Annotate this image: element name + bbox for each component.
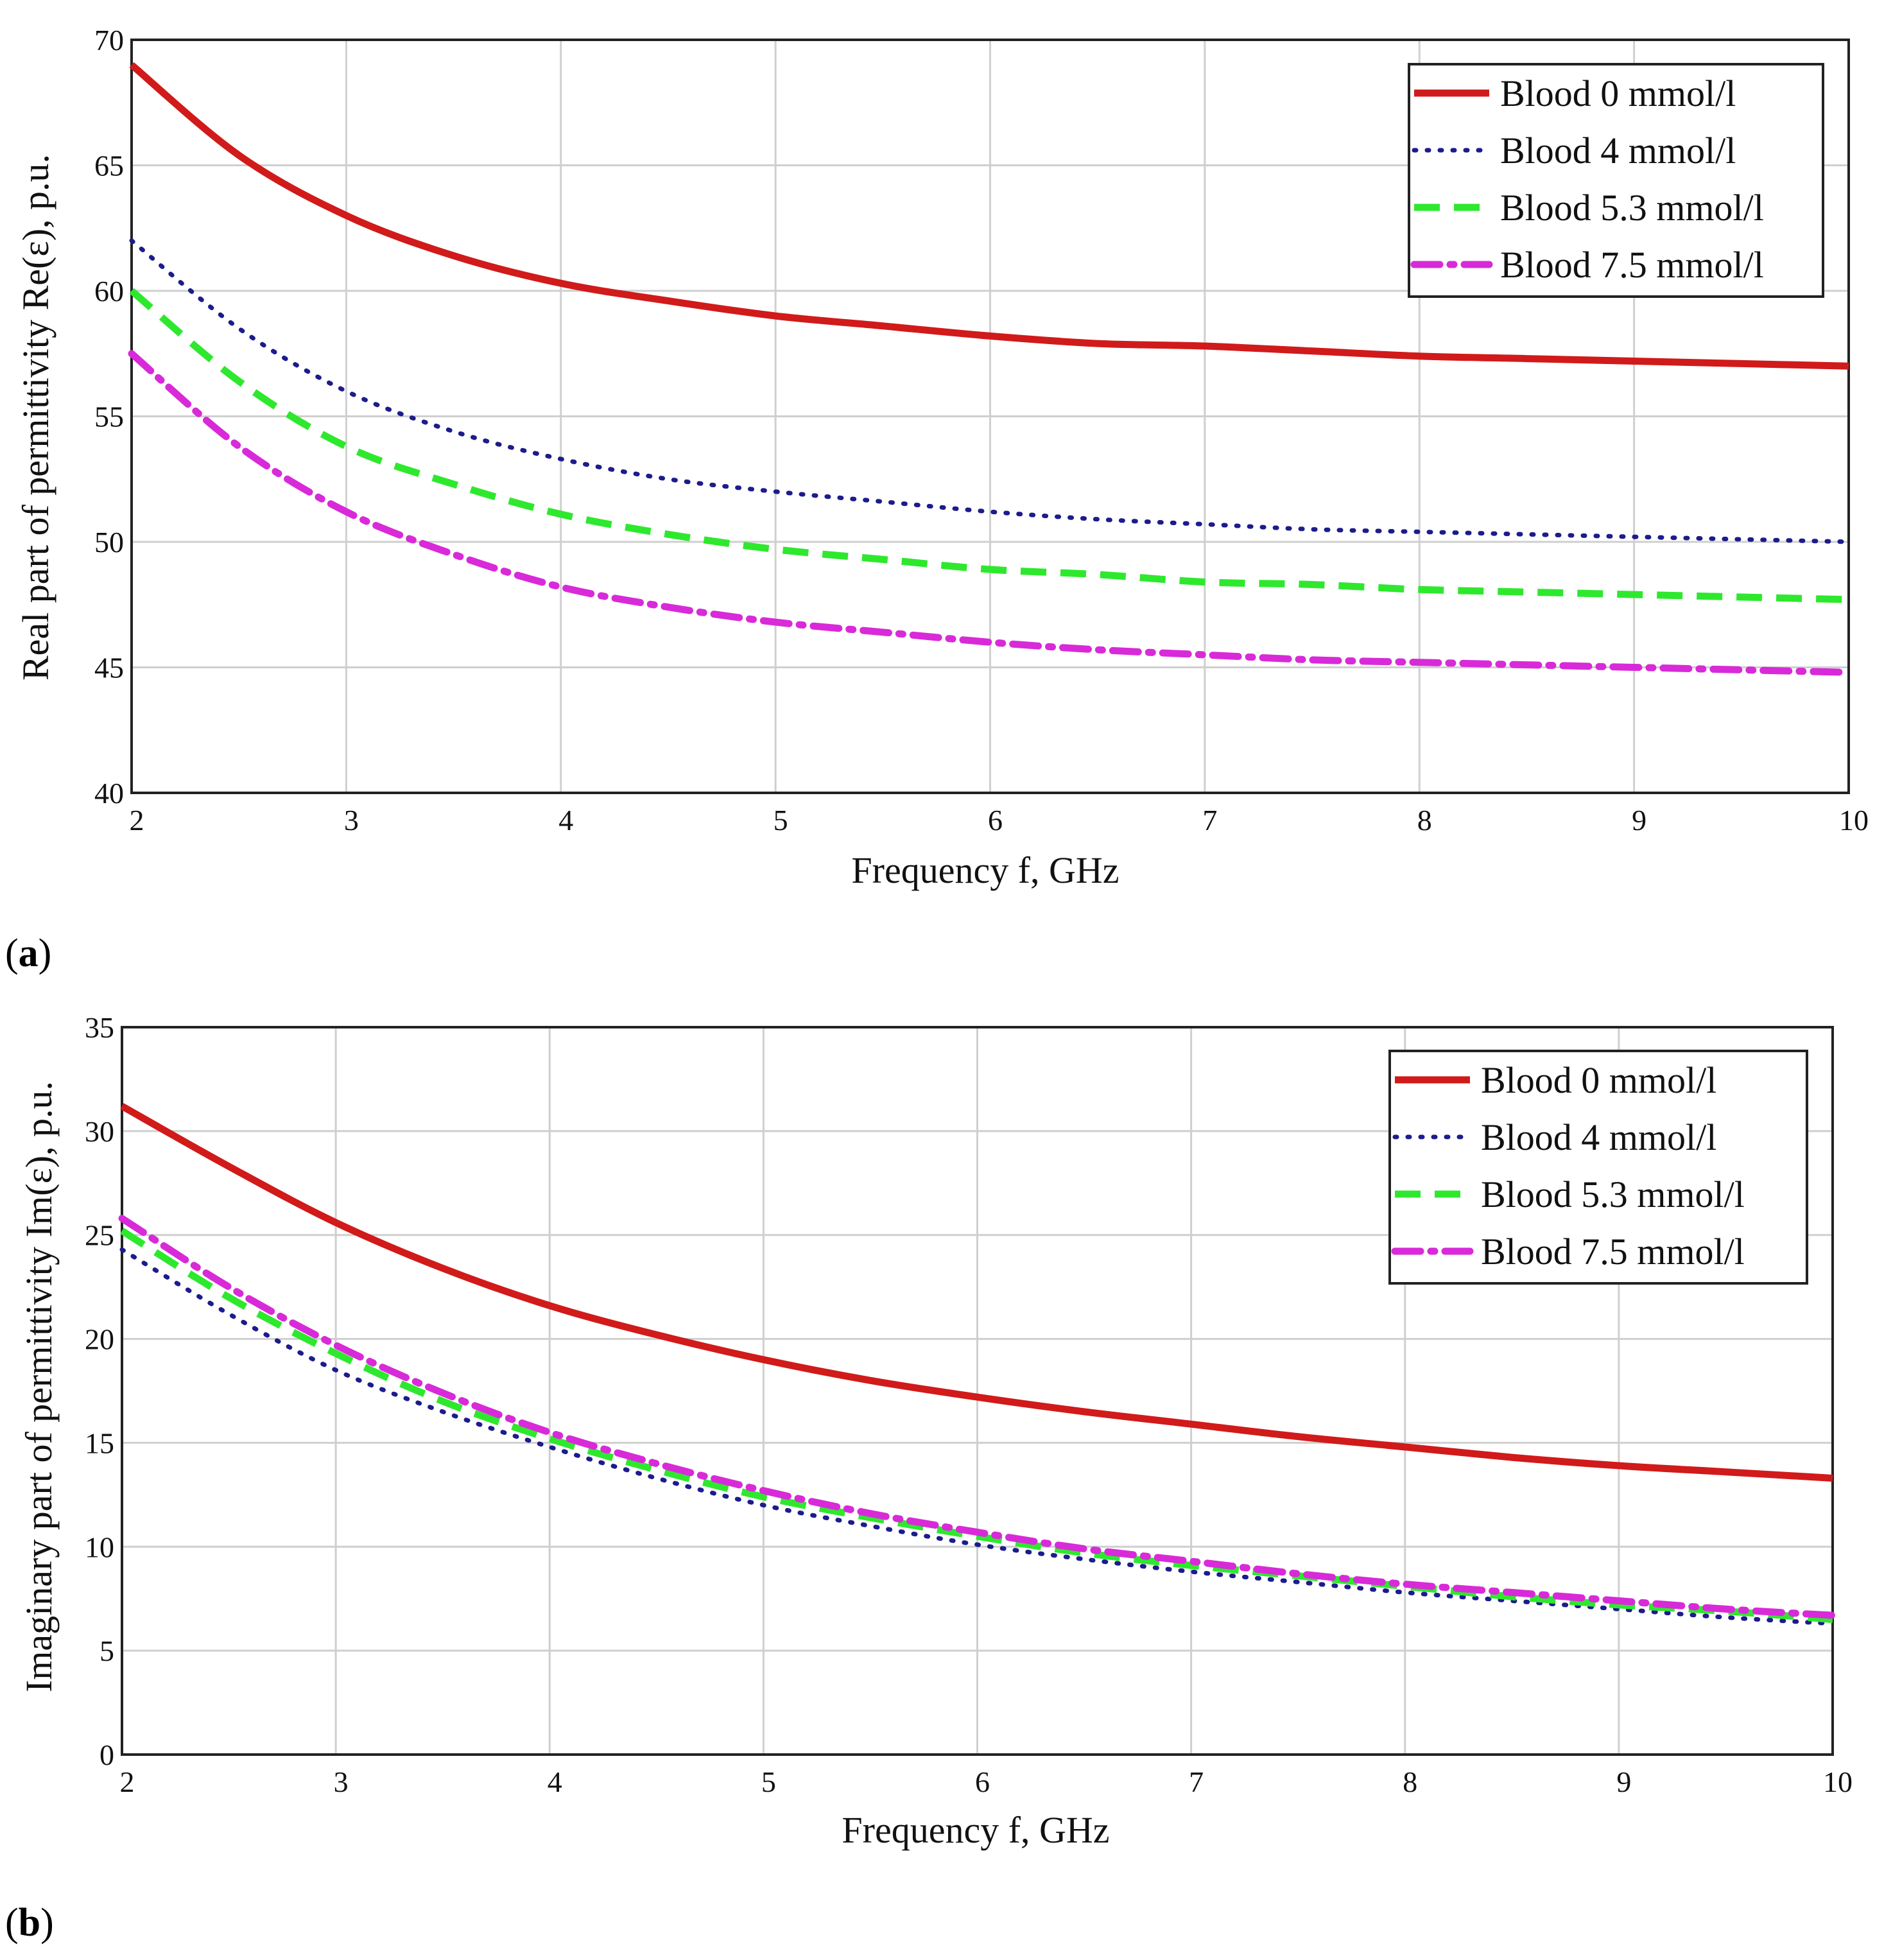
- chart-a-y-tick-label: 50: [94, 526, 124, 559]
- chart-a-x-tick-label: 8: [1417, 804, 1432, 837]
- chart-b-x-ticks: 2 3 4 5 6 7 8 9 10: [120, 1765, 1853, 1798]
- chart-a-legend-label-1: Blood 0 mmol/l: [1500, 73, 1736, 114]
- chart-a-y-tick-label: 45: [94, 652, 124, 684]
- chart-b-x-axis-label: Frequency f, GHz: [842, 1809, 1109, 1851]
- chart-b-plot-frame: [121, 1026, 1834, 1756]
- chart-b-x-tick-label: 6: [975, 1765, 990, 1798]
- chart-b-y-tick-label: 15: [85, 1427, 114, 1459]
- chart-a-legend-label-4: Blood 7.5 mmol/l: [1500, 244, 1764, 286]
- chart-b-legend-label-2: Blood 4 mmol/l: [1481, 1116, 1716, 1158]
- chart-b-x-tick-label: 2: [120, 1765, 135, 1798]
- chart-b-x-tick-label: 9: [1616, 1765, 1631, 1798]
- chart-a-series-line-4: [128, 350, 1853, 676]
- chart-b-legend-label-3: Blood 5.3 mmol/l: [1481, 1174, 1745, 1215]
- chart-a-y-axis-label: Real part of permittivity Re(ε), p.u.: [15, 154, 56, 681]
- chart-a-plot-frame: [130, 39, 1850, 794]
- chart-b-y-tick-label: 10: [85, 1531, 114, 1563]
- chart-a-series-line-2: [129, 238, 1851, 544]
- chart-b-x-tick-label: 7: [1189, 1765, 1204, 1798]
- chart-b-y-tick-label: 35: [85, 1011, 114, 1044]
- chart-b-series-line-2: [119, 1247, 1835, 1626]
- chart-b-y-tick-label: 20: [85, 1323, 114, 1356]
- chart-b-series-line-4: [118, 1215, 1836, 1619]
- chart-a-x-tick-label: 2: [130, 804, 144, 837]
- chart-a-legend: Blood 0 mmol/l Blood 4 mmol/l Blood 5.3 mm…: [1408, 63, 1824, 298]
- chart-b-x-tick-label: 3: [334, 1765, 349, 1798]
- chart-a-legend-label-3: Blood 5.3 mmol/l: [1500, 187, 1764, 229]
- chart-b-y-ticks: 0 5 10 15 20 25 30 35: [85, 1011, 114, 1771]
- chart-b-legend-label-1: Blood 0 mmol/l: [1481, 1059, 1716, 1101]
- chart-a-x-ticks: 2 3 4 5 6 7 8 9 10: [130, 804, 1869, 837]
- chart-a-series-line-1: [129, 62, 1849, 370]
- chart-a-legend-box: [1408, 63, 1824, 298]
- chart-b-x-tick-label: 5: [761, 1765, 776, 1798]
- chart-b: 2 3 4 5 6 7 8 9 10 0 5 10 15 20 25 30 35 Frequency f, G…: [5, 1011, 1853, 1945]
- chart-b-series: [118, 1103, 1836, 1626]
- chart-b-y-tick-label: 25: [85, 1219, 114, 1252]
- chart-a-series-line-3: [129, 288, 1849, 603]
- chart-b-x-tick-label: 10: [1823, 1765, 1853, 1798]
- chart-b-legend-box: [1388, 1050, 1808, 1285]
- chart-b-legend-label-4: Blood 7.5 mmol/l: [1481, 1231, 1745, 1272]
- chart-a-x-tick-label: 4: [558, 804, 573, 837]
- chart-a-x-tick-label: 7: [1202, 804, 1217, 837]
- chart-b-x-tick-label: 4: [548, 1765, 562, 1798]
- chart-a-y-tick-label: 40: [94, 777, 124, 810]
- chart-a-x-axis-label: Frequency f, GHz: [851, 849, 1119, 891]
- chart-b-series-line-1: [120, 1103, 1833, 1482]
- chart-a-y-tick-label: 55: [94, 401, 124, 433]
- chart-a-x-tick-label: 6: [988, 804, 1003, 837]
- panel-letter-a: a: [19, 932, 39, 975]
- panel-label-a: (a): [5, 932, 51, 975]
- chart-a-x-tick-label: 9: [1632, 804, 1646, 837]
- chart-b-y-tick-label: 0: [99, 1739, 114, 1771]
- chart-b-y-tick-label: 5: [99, 1635, 114, 1667]
- chart-b-series-line-3: [120, 1227, 1833, 1624]
- chart-a-y-ticks: 40 45 50 55 60 65 70: [94, 24, 124, 810]
- chart-b-y-tick-label: 30: [85, 1115, 114, 1148]
- chart-a-x-tick-label: 5: [773, 804, 788, 837]
- chart-a-x-tick-label: 3: [344, 804, 359, 837]
- chart-b-x-tick-label: 8: [1403, 1765, 1417, 1798]
- chart-a-y-tick-label: 70: [94, 24, 124, 56]
- panel-letter-b: b: [19, 1901, 40, 1945]
- chart-a-legend-label-2: Blood 4 mmol/l: [1500, 130, 1736, 171]
- chart-a-x-tick-label: 10: [1839, 804, 1869, 837]
- panel-label-b: (b): [5, 1901, 54, 1945]
- chart-a-series: [128, 62, 1853, 676]
- chart-b-y-axis-label: Imaginary part of permittivity Im(ε), p.…: [18, 1081, 60, 1692]
- chart-a-y-tick-label: 65: [94, 150, 124, 182]
- chart-b-legend: Blood 0 mmol/l Blood 4 mmol/l Blood 5.3 mm…: [1388, 1050, 1808, 1285]
- chart-a-y-tick-label: 60: [94, 275, 124, 308]
